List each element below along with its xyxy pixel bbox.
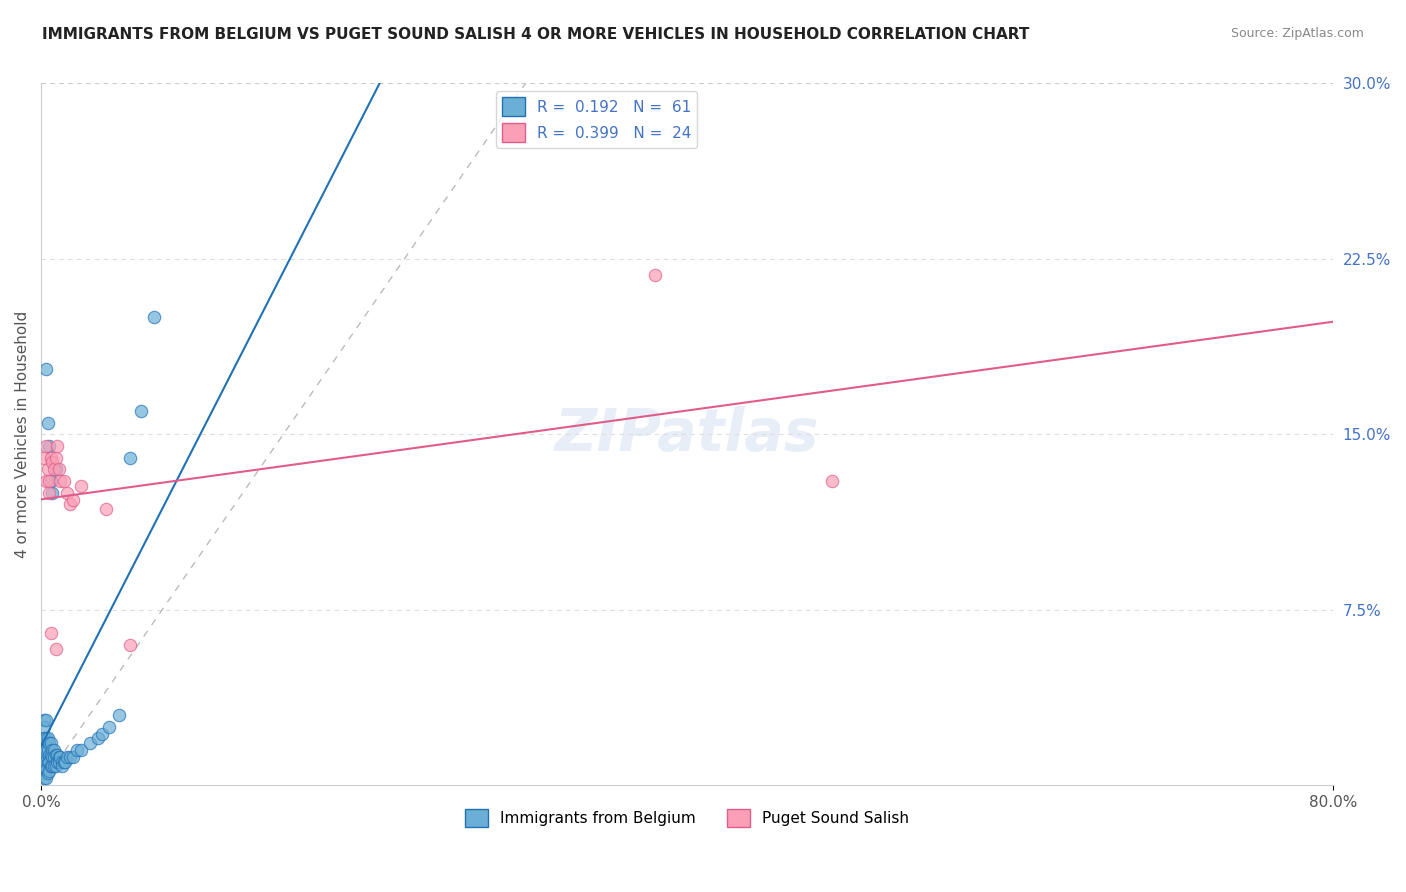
Point <box>39 736 62 750</box>
Point <box>41 743 63 757</box>
Point <box>35 474 58 488</box>
Point <box>62 492 84 507</box>
Point <box>34 755 56 769</box>
Point <box>39 450 62 465</box>
Point <box>49 750 72 764</box>
Point <box>45 450 67 465</box>
Point <box>107 707 129 722</box>
Point <box>35 439 58 453</box>
Point <box>46 755 69 769</box>
Point <box>38 755 60 769</box>
Point <box>46 439 69 453</box>
Legend: Immigrants from Belgium, Puget Sound Salish: Immigrants from Belgium, Puget Sound Sal… <box>458 803 915 834</box>
Point <box>51 755 73 769</box>
Text: IMMIGRANTS FROM BELGIUM VS PUGET SOUND SALISH 4 OR MORE VEHICLES IN HOUSEHOLD CO: IMMIGRANTS FROM BELGIUM VS PUGET SOUND S… <box>42 27 1029 42</box>
Point <box>42 743 65 757</box>
Point <box>42 462 65 476</box>
Point <box>48 462 70 476</box>
Point <box>94 502 117 516</box>
Point <box>45 759 67 773</box>
Point <box>46 747 69 762</box>
Point <box>35 771 58 785</box>
Point <box>34 731 56 746</box>
Point <box>52 755 75 769</box>
Point <box>41 759 63 773</box>
Point <box>52 474 75 488</box>
Point <box>41 750 63 764</box>
Point <box>35 361 58 376</box>
Point <box>37 766 59 780</box>
Point <box>51 759 73 773</box>
Point <box>70 479 93 493</box>
Point <box>37 755 59 769</box>
Point <box>79 736 101 750</box>
Point <box>48 750 70 764</box>
Point <box>143 310 166 325</box>
Point <box>56 750 79 764</box>
Point <box>34 771 56 785</box>
Point <box>49 474 72 488</box>
Point <box>34 759 56 773</box>
Point <box>56 485 79 500</box>
Point <box>70 743 93 757</box>
Point <box>35 731 58 746</box>
Point <box>35 713 58 727</box>
Point <box>39 759 62 773</box>
Point <box>38 439 60 453</box>
Point <box>35 755 58 769</box>
Point <box>38 736 60 750</box>
Point <box>45 462 67 476</box>
Point <box>118 450 141 465</box>
Point <box>38 764 60 778</box>
Point <box>59 750 82 764</box>
Point <box>38 747 60 762</box>
Point <box>129 404 152 418</box>
Point <box>41 455 63 469</box>
Point <box>45 747 67 762</box>
Point <box>34 450 56 465</box>
Point <box>86 731 108 746</box>
Point <box>37 743 59 757</box>
Point <box>41 485 63 500</box>
Point <box>59 498 82 512</box>
Point <box>42 750 65 764</box>
Point <box>37 416 59 430</box>
Point <box>34 713 56 727</box>
Point <box>37 731 59 746</box>
Text: ZIPatlas: ZIPatlas <box>555 406 820 463</box>
Point <box>35 743 58 757</box>
Point <box>42 759 65 773</box>
Point <box>38 474 60 488</box>
Point <box>53 755 76 769</box>
Point <box>34 743 56 757</box>
Point <box>66 743 89 757</box>
Point <box>37 462 59 476</box>
Point <box>91 726 114 740</box>
Y-axis label: 4 or more Vehicles in Household: 4 or more Vehicles in Household <box>15 310 30 558</box>
Text: Source: ZipAtlas.com: Source: ZipAtlas.com <box>1230 27 1364 40</box>
Point <box>821 474 844 488</box>
Point <box>39 626 62 640</box>
Point <box>35 762 58 776</box>
Point <box>38 485 60 500</box>
Point <box>118 638 141 652</box>
Point <box>48 755 70 769</box>
Point <box>62 750 84 764</box>
Point <box>644 268 666 283</box>
Point <box>39 474 62 488</box>
Point <box>97 720 120 734</box>
Point <box>39 747 62 762</box>
Point <box>34 766 56 780</box>
Point <box>45 642 67 657</box>
Point <box>34 720 56 734</box>
